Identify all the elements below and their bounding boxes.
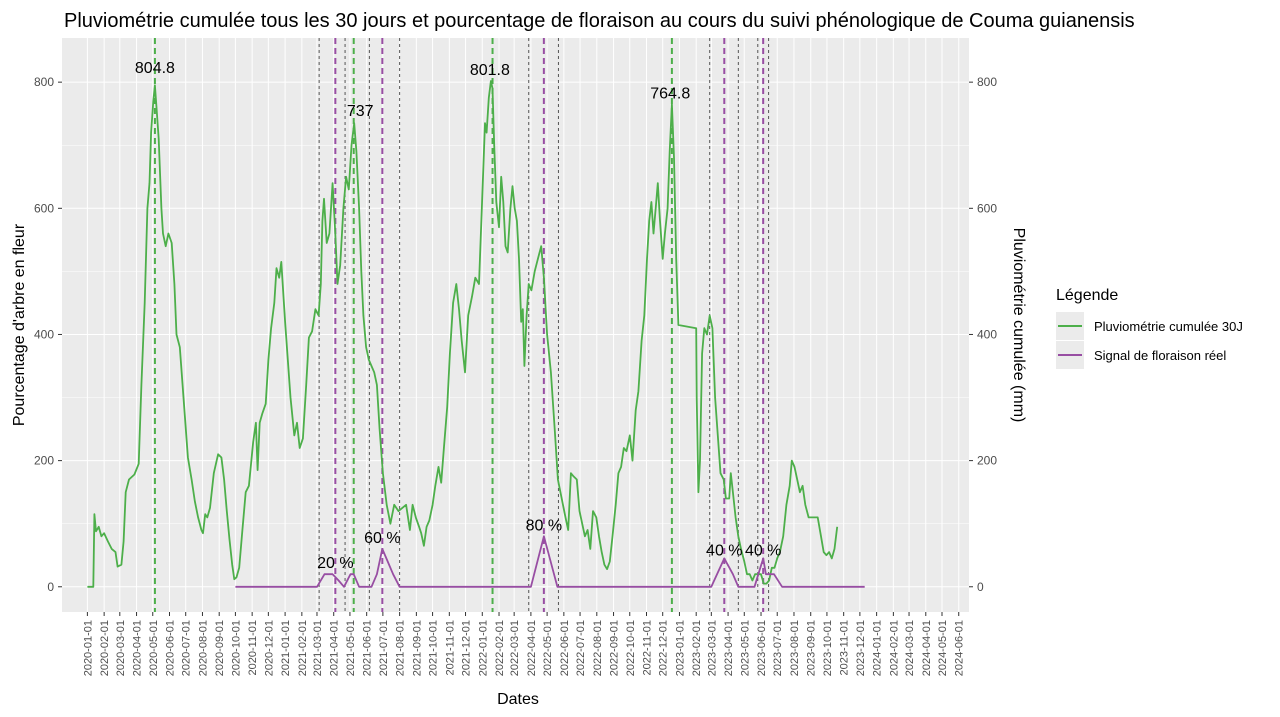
x-tick-label: 2023-01-01 (674, 620, 686, 676)
x-tick-label: 2023-04-01 (723, 620, 735, 676)
x-tick-label: 2021-11-01 (444, 620, 456, 675)
y-tick-label-left: 800 (34, 75, 54, 89)
x-tick-label: 2022-03-01 (509, 620, 521, 676)
x-tick-label: 2023-10-01 (822, 620, 834, 676)
y-tick-label-left: 200 (34, 454, 54, 468)
annotation-label: 40 % (706, 543, 742, 560)
y-tick-label-right: 600 (977, 201, 997, 215)
x-tick-label: 2020-01-01 (82, 620, 94, 676)
x-tick-label: 2022-01-01 (477, 620, 489, 676)
x-tick-label: 2020-03-01 (115, 620, 127, 676)
x-tick-label: 2022-09-01 (609, 620, 621, 676)
annotation-label: 40 % (745, 543, 781, 560)
x-tick-label: 2020-04-01 (132, 620, 144, 676)
y-axis-right-title: Pluviométrie cumulée (mm) (1010, 228, 1027, 423)
x-tick-label: 2021-03-01 (312, 620, 324, 676)
x-tick-label: 2020-12-01 (263, 620, 275, 676)
x-tick-label: 2020-10-01 (230, 620, 242, 676)
legend-label-flowering: Signal de floraison réel (1094, 348, 1226, 363)
x-tick-label: 2020-02-01 (99, 620, 111, 676)
x-tick-label: 2021-01-01 (280, 620, 292, 676)
x-tick-label: 2021-05-01 (345, 620, 357, 676)
x-tick-label: 2021-10-01 (428, 620, 440, 676)
x-tick-label: 2021-09-01 (411, 620, 423, 676)
x-tick-label: 2020-07-01 (181, 620, 193, 676)
y-axis-left-title: Pourcentage d'arbre en fleur (11, 223, 28, 426)
x-tick-label: 2022-07-01 (575, 620, 587, 676)
x-tick-label: 2021-07-01 (378, 620, 390, 676)
x-tick-label: 2023-09-01 (806, 620, 818, 676)
legend-title: Légende (1056, 287, 1118, 304)
series-line-rain (87, 80, 839, 588)
x-tick-label: 2020-08-01 (197, 620, 209, 676)
legend-label-rain: Pluviométrie cumulée 30J (1094, 319, 1243, 334)
annotation-label: 764.8 (650, 85, 690, 102)
x-tick-label: 2021-06-01 (362, 620, 374, 676)
x-tick-label: 2024-06-01 (954, 620, 966, 676)
annotation-label: 737 (347, 103, 374, 120)
x-tick-label: 2022-05-01 (542, 620, 554, 676)
x-tick-label: 2021-12-01 (461, 620, 473, 676)
x-tick-label: 2022-12-01 (658, 620, 670, 676)
x-tick-label: 2023-12-01 (855, 620, 867, 676)
x-tick-label: 2024-02-01 (888, 620, 900, 676)
y-tick-label-right: 200 (977, 454, 997, 468)
annotations: 804.8 737 801.8 764.8 20 % 60 % 80 % 40 % 40 % (135, 60, 782, 572)
y-tick-label-left: 400 (34, 327, 54, 341)
x-tick-label: 2023-03-01 (706, 620, 718, 676)
y-axis-left: 0 200 400 600 800 (34, 75, 62, 594)
x-tick-label: 2020-09-01 (214, 620, 226, 676)
series-line-flowering (235, 535, 865, 588)
grid-lines (62, 38, 969, 612)
annotation-label: 804.8 (135, 60, 175, 77)
plot-panel (62, 38, 969, 612)
y-tick-label-left: 0 (47, 580, 54, 594)
series-group (87, 80, 865, 588)
x-tick-label: 2021-04-01 (329, 620, 341, 676)
x-tick-label: 2021-02-01 (297, 620, 309, 676)
x-tick-label: 2021-08-01 (395, 620, 407, 676)
x-tick-label: 2024-01-01 (872, 620, 884, 676)
x-tick-label: 2023-05-01 (739, 620, 751, 676)
legend: Légende Pluviométrie cumulée 30J Signal … (1056, 287, 1243, 369)
x-tick-label: 2020-05-01 (148, 620, 160, 676)
x-tick-label: 2022-10-01 (625, 620, 637, 676)
x-tick-label: 2022-08-01 (592, 620, 604, 676)
annotation-label: 60 % (364, 530, 400, 547)
x-tick-label: 2022-04-01 (526, 620, 538, 676)
x-tick-label: 2023-07-01 (772, 620, 784, 676)
x-tick-label: 2022-02-01 (494, 620, 506, 676)
x-tick-label: 2023-11-01 (839, 620, 851, 675)
x-tick-label: 2023-06-01 (756, 620, 768, 676)
x-tick-label: 2022-11-01 (641, 620, 653, 675)
x-tick-label: 2023-02-01 (691, 620, 703, 676)
x-tick-label: 2022-06-01 (559, 620, 571, 676)
y-axis-right: 0 200 400 600 800 (969, 75, 997, 594)
x-tick-label: 2020-11-01 (247, 620, 259, 675)
y-tick-label-right: 0 (977, 580, 984, 594)
annotation-label: 80 % (526, 517, 562, 534)
y-tick-label-right: 800 (977, 75, 997, 89)
x-tick-label: 2024-04-01 (921, 620, 933, 676)
x-axis: 2020-01-01 2020-02-01 2020-03-01 2020-04-01… (82, 612, 966, 676)
annotation-label: 801.8 (470, 62, 510, 79)
y-tick-label-left: 600 (34, 201, 54, 215)
x-tick-label: 2024-05-01 (937, 620, 949, 676)
x-tick-label: 2020-06-01 (165, 620, 177, 676)
annotation-label: 20 % (317, 555, 353, 572)
y-tick-label-right: 400 (977, 327, 997, 341)
x-tick-label: 2023-08-01 (789, 620, 801, 676)
x-tick-label: 2024-03-01 (904, 620, 916, 676)
chart-title: Pluviométrie cumulée tous les 30 jours e… (64, 10, 1135, 32)
x-axis-title: Dates (497, 691, 539, 708)
